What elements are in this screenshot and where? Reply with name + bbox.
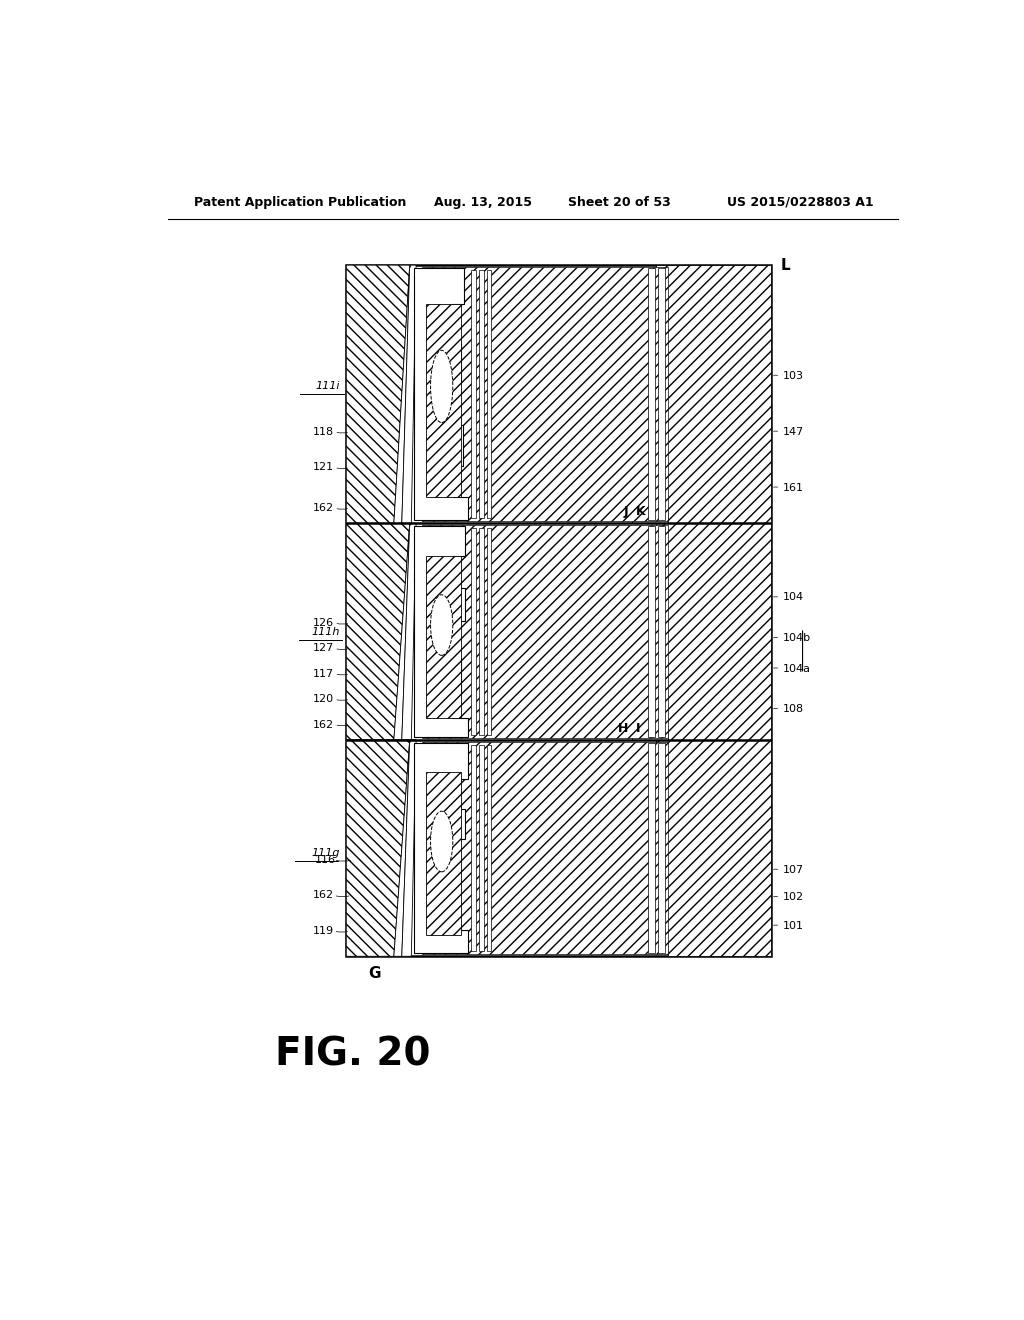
Polygon shape — [655, 739, 771, 956]
Text: Sheet 20 of 53: Sheet 20 of 53 — [568, 195, 671, 209]
Polygon shape — [486, 528, 492, 735]
Polygon shape — [471, 744, 475, 952]
Text: 104a: 104a — [782, 664, 811, 673]
Text: US 2015/0228803 A1: US 2015/0228803 A1 — [727, 195, 873, 209]
Text: 111i: 111i — [315, 381, 340, 391]
Polygon shape — [346, 739, 410, 956]
Ellipse shape — [430, 595, 453, 655]
Text: 116: 116 — [315, 855, 336, 865]
Polygon shape — [486, 271, 492, 519]
Polygon shape — [414, 743, 468, 953]
Text: 162: 162 — [313, 890, 334, 900]
Polygon shape — [422, 525, 668, 738]
Text: Aug. 13, 2015: Aug. 13, 2015 — [433, 195, 531, 209]
Text: 162: 162 — [313, 719, 334, 730]
Text: 118: 118 — [313, 426, 334, 437]
Text: 120: 120 — [313, 694, 334, 704]
Polygon shape — [479, 528, 483, 735]
Text: H: H — [617, 722, 628, 735]
Polygon shape — [422, 267, 668, 521]
Ellipse shape — [430, 350, 453, 422]
Polygon shape — [414, 527, 468, 737]
Text: 104: 104 — [782, 593, 804, 602]
Polygon shape — [401, 523, 416, 739]
Text: 101: 101 — [782, 921, 804, 931]
Polygon shape — [655, 265, 771, 523]
Polygon shape — [426, 556, 462, 718]
Polygon shape — [479, 271, 483, 519]
Polygon shape — [401, 739, 416, 956]
Polygon shape — [655, 523, 771, 739]
Polygon shape — [346, 265, 771, 956]
Polygon shape — [479, 744, 483, 952]
Text: 147: 147 — [782, 426, 804, 437]
Ellipse shape — [430, 812, 453, 871]
Text: 108: 108 — [782, 705, 804, 714]
Text: I: I — [636, 722, 640, 735]
Polygon shape — [658, 527, 666, 737]
Polygon shape — [401, 265, 416, 523]
Polygon shape — [422, 742, 668, 954]
Polygon shape — [648, 743, 655, 953]
Polygon shape — [414, 268, 468, 520]
Text: K: K — [636, 506, 645, 519]
Polygon shape — [486, 744, 492, 952]
Text: G: G — [368, 966, 380, 982]
Polygon shape — [648, 527, 655, 737]
Polygon shape — [346, 523, 410, 739]
Text: L: L — [780, 257, 790, 273]
Polygon shape — [346, 265, 410, 523]
Polygon shape — [426, 304, 462, 498]
Polygon shape — [394, 265, 410, 523]
Text: 119: 119 — [313, 925, 334, 936]
Text: 104b: 104b — [782, 634, 811, 643]
Text: FIG. 20: FIG. 20 — [274, 1036, 430, 1074]
Text: Patent Application Publication: Patent Application Publication — [194, 195, 407, 209]
Polygon shape — [426, 772, 462, 935]
Polygon shape — [471, 271, 475, 519]
Text: 117: 117 — [313, 669, 334, 678]
Text: J: J — [624, 506, 628, 519]
Polygon shape — [394, 739, 410, 956]
Text: 111h: 111h — [311, 627, 340, 636]
Polygon shape — [658, 268, 666, 520]
Text: 107: 107 — [782, 865, 804, 875]
Text: 162: 162 — [313, 503, 334, 513]
Polygon shape — [648, 268, 655, 520]
Text: 102: 102 — [782, 892, 804, 903]
Text: 161: 161 — [782, 483, 804, 492]
Text: 111g: 111g — [311, 849, 340, 858]
Text: 121: 121 — [313, 462, 334, 473]
Text: 126: 126 — [313, 618, 334, 628]
Polygon shape — [471, 528, 475, 735]
Polygon shape — [658, 743, 666, 953]
Text: 103: 103 — [782, 371, 804, 381]
Polygon shape — [394, 523, 410, 739]
Text: 127: 127 — [313, 643, 334, 653]
